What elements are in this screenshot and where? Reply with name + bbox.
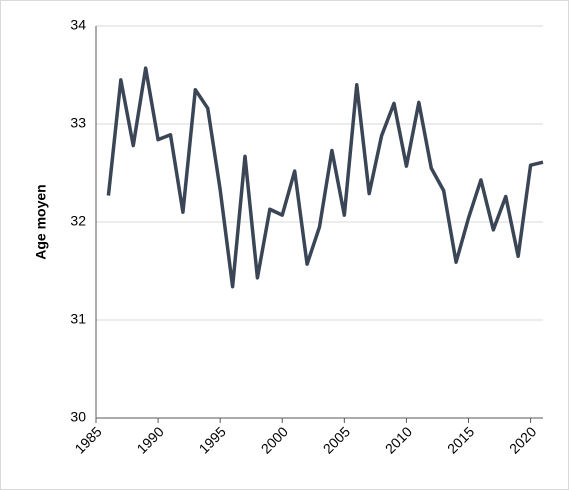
y-tick-label: 30: [70, 409, 86, 425]
y-tick-label: 33: [70, 115, 86, 131]
x-tick-label: 1985: [71, 423, 104, 456]
x-tick-label: 1990: [133, 423, 166, 456]
x-tick-label: 2000: [258, 423, 291, 456]
y-tick-label: 34: [70, 17, 86, 33]
y-tick-label: 32: [70, 213, 86, 229]
y-tick-label: 31: [70, 311, 86, 327]
x-tick-label: 2010: [382, 423, 415, 456]
x-tick-label: 2015: [444, 423, 477, 456]
x-tick-label: 2005: [320, 423, 353, 456]
x-tick-label: 1995: [196, 423, 229, 456]
x-tick-label: 2020: [506, 423, 539, 456]
data-line: [106, 66, 544, 289]
y-axis-label: Age moyen: [33, 184, 49, 259]
